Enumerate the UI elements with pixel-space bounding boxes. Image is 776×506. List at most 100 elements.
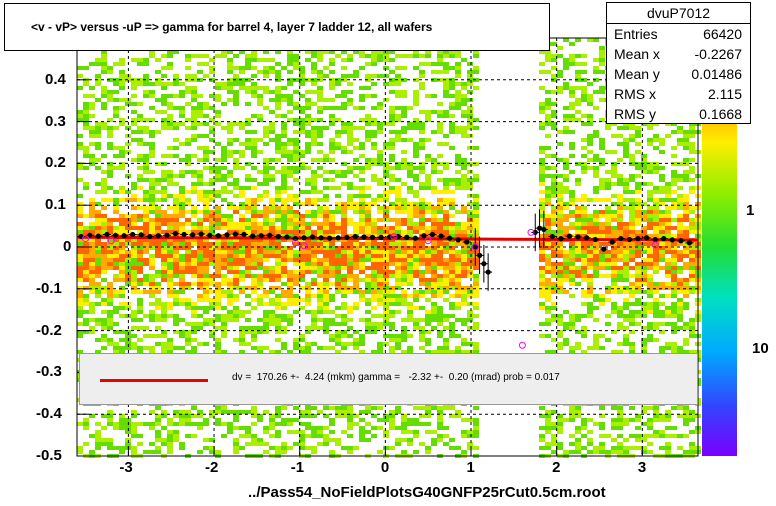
- density-cell: [299, 82, 305, 86]
- density-cell: [173, 122, 179, 126]
- density-cell: [377, 286, 383, 290]
- density-cell: [149, 286, 155, 290]
- density-cell: [269, 446, 275, 450]
- density-cell: [419, 258, 425, 262]
- density-cell: [83, 442, 89, 446]
- density-cell: [89, 318, 95, 322]
- density-cell: [455, 130, 461, 134]
- density-cell: [395, 90, 401, 94]
- density-cell: [587, 118, 593, 122]
- density-cell: [227, 290, 233, 294]
- density-cell: [563, 278, 569, 282]
- density-cell: [95, 254, 101, 258]
- density-cell: [401, 438, 407, 442]
- density-cell: [227, 222, 233, 226]
- density-cell: [311, 126, 317, 130]
- density-cell: [419, 294, 425, 298]
- density-cell: [101, 302, 107, 306]
- density-cell: [305, 282, 311, 286]
- density-cell: [575, 222, 581, 226]
- density-cell: [377, 254, 383, 258]
- density-cell: [107, 258, 113, 262]
- density-cell: [563, 218, 569, 222]
- density-cell: [455, 182, 461, 186]
- density-cell: [587, 306, 593, 310]
- density-cell: [425, 406, 431, 410]
- density-cell: [377, 198, 383, 202]
- density-cell: [89, 286, 95, 290]
- density-cell: [329, 98, 335, 102]
- density-cell: [449, 438, 455, 442]
- density-cell: [635, 234, 641, 238]
- density-cell: [347, 102, 353, 106]
- density-cell: [179, 422, 185, 426]
- density-cell: [77, 250, 83, 254]
- density-cell: [227, 266, 233, 270]
- density-cell: [287, 50, 293, 54]
- density-cell: [419, 62, 425, 66]
- density-cell: [107, 414, 113, 418]
- density-cell: [191, 238, 197, 242]
- density-cell: [107, 290, 113, 294]
- density-cell: [551, 110, 557, 114]
- density-cell: [191, 118, 197, 122]
- density-cell: [539, 446, 545, 450]
- density-cell: [557, 342, 563, 346]
- density-cell: [575, 110, 581, 114]
- density-cell: [539, 206, 545, 210]
- density-cell: [377, 158, 383, 162]
- density-cell: [107, 318, 113, 322]
- density-cell: [461, 206, 467, 210]
- density-cell: [311, 270, 317, 274]
- density-cell: [581, 114, 587, 118]
- density-cell: [377, 150, 383, 154]
- density-cell: [443, 190, 449, 194]
- density-cell: [467, 286, 473, 290]
- density-cell: [317, 302, 323, 306]
- density-cell: [419, 142, 425, 146]
- density-cell: [119, 118, 125, 122]
- density-cell: [137, 422, 143, 426]
- density-cell: [539, 214, 545, 218]
- density-cell: [101, 246, 107, 250]
- density-cell: [119, 446, 125, 450]
- density-cell: [605, 126, 611, 130]
- density-cell: [191, 434, 197, 438]
- density-cell: [191, 114, 197, 118]
- density-cell: [449, 242, 455, 246]
- density-cell: [425, 178, 431, 182]
- density-cell: [167, 430, 173, 434]
- density-cell: [251, 298, 257, 302]
- density-cell: [173, 126, 179, 130]
- density-cell: [287, 170, 293, 174]
- density-cell: [305, 118, 311, 122]
- density-cell: [317, 290, 323, 294]
- density-cell: [647, 190, 653, 194]
- density-cell: [623, 186, 629, 190]
- density-cell: [557, 418, 563, 422]
- density-cell: [575, 250, 581, 254]
- density-cell: [473, 426, 479, 430]
- density-cell: [287, 62, 293, 66]
- density-cell: [305, 350, 311, 354]
- density-cell: [563, 202, 569, 206]
- density-cell: [257, 138, 263, 142]
- density-cell: [371, 146, 377, 150]
- density-cell: [419, 214, 425, 218]
- density-cell: [149, 246, 155, 250]
- density-cell: [413, 318, 419, 322]
- density-cell: [605, 226, 611, 230]
- density-cell: [425, 414, 431, 418]
- density-cell: [293, 198, 299, 202]
- density-cell: [581, 294, 587, 298]
- density-cell: [455, 266, 461, 270]
- density-cell: [251, 434, 257, 438]
- density-cell: [407, 302, 413, 306]
- density-cell: [281, 86, 287, 90]
- density-cell: [563, 174, 569, 178]
- density-cell: [563, 178, 569, 182]
- density-cell: [227, 286, 233, 290]
- density-cell: [245, 102, 251, 106]
- density-cell: [407, 262, 413, 266]
- density-cell: [317, 298, 323, 302]
